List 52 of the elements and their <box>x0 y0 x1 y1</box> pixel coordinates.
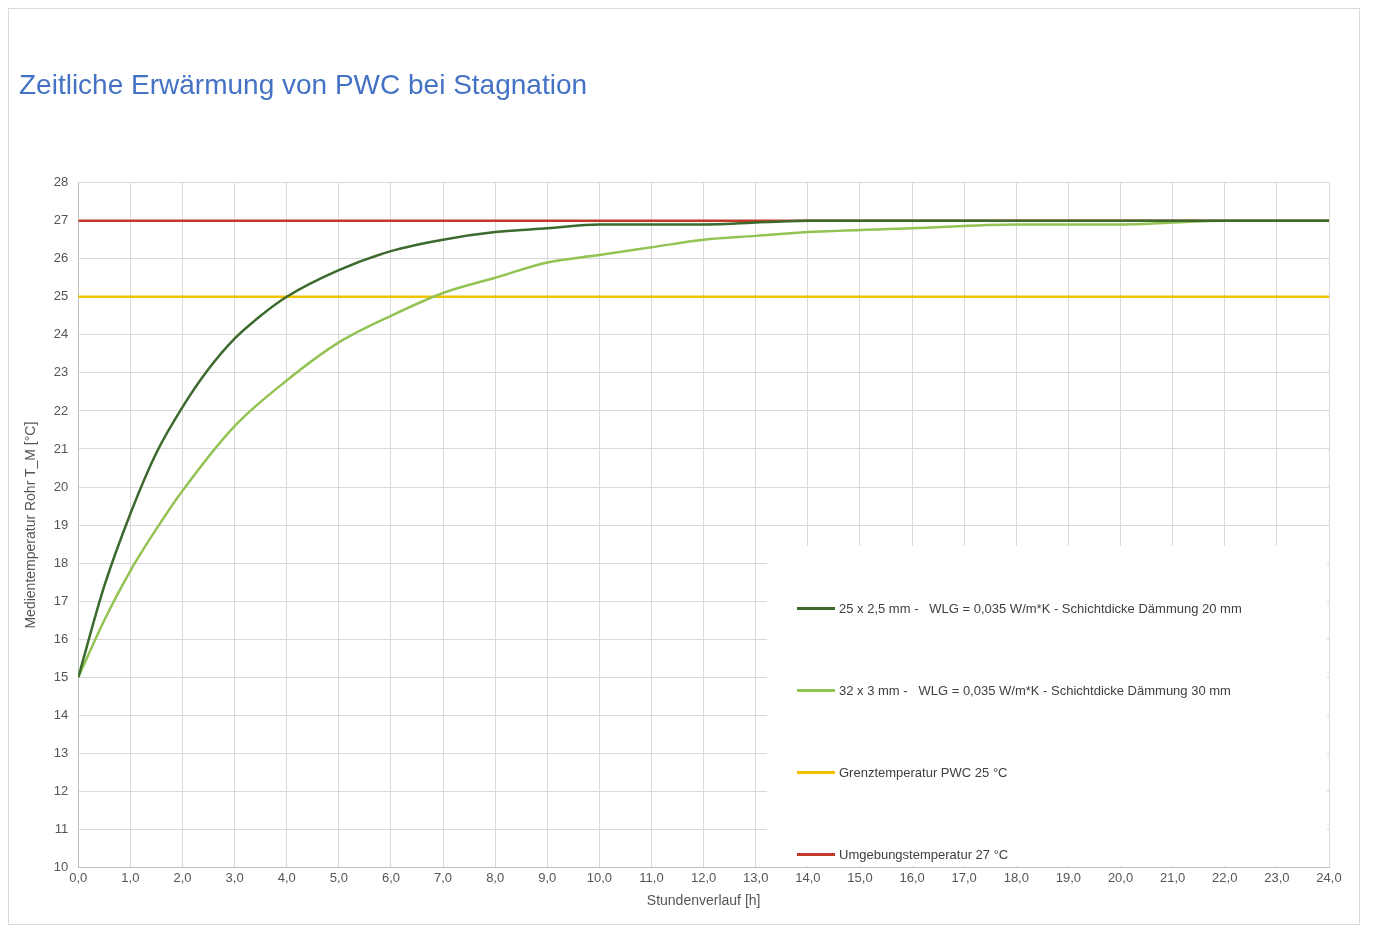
x-tick-label: 1,0 <box>121 869 140 885</box>
x-tick-label: 17,0 <box>951 869 977 885</box>
y-tick-label: 20 <box>53 478 69 494</box>
x-tick-label: 3,0 <box>225 869 244 885</box>
y-tick-label: 12 <box>53 783 69 799</box>
x-tick-label: 19,0 <box>1055 869 1082 885</box>
y-tick-label: 27 <box>53 212 69 228</box>
x-tick-label: 5,0 <box>329 869 348 885</box>
x-tick-label: 9,0 <box>538 869 557 885</box>
x-axis-title: Stundenverlauf [h] <box>646 892 761 909</box>
y-tick-label: 16 <box>53 630 69 646</box>
x-tick-label: 22,0 <box>1212 869 1238 885</box>
x-tick-label: 20,0 <box>1107 869 1134 885</box>
y-tick-label: 13 <box>53 745 69 761</box>
x-tick-label: 10,0 <box>586 869 613 885</box>
y-tick-label: 17 <box>53 592 69 608</box>
x-tick-label: 23,0 <box>1264 869 1290 885</box>
x-tick-label: 12,0 <box>690 869 717 885</box>
y-tick-label: 19 <box>53 516 69 532</box>
x-tick-label: 2,0 <box>173 869 192 885</box>
x-tick-label: 16,0 <box>899 869 925 885</box>
x-tick-label: 13,0 <box>743 869 769 885</box>
legend-label: Umgebungstemperatur 27 °C <box>839 847 1009 863</box>
y-tick-label: 25 <box>53 288 69 304</box>
y-tick-label: 24 <box>53 326 69 342</box>
y-tick-label: 26 <box>53 250 69 266</box>
y-tick-label: 21 <box>53 440 69 456</box>
x-tick-label: 4,0 <box>277 869 296 885</box>
y-tick-label: 10 <box>53 859 69 875</box>
legend-label: 32 x 3 mm - WLG = 0,035 W/m*K - Schichtdicke Dämmung 30 mm <box>839 683 1231 699</box>
x-tick-label: 18,0 <box>1003 869 1029 885</box>
x-tick-label: 7,0 <box>434 869 453 885</box>
x-tick-label: 21,0 <box>1160 869 1186 885</box>
y-tick-label: 18 <box>53 554 69 570</box>
x-tick-label: 8,0 <box>486 869 505 885</box>
line-series <box>78 219 1329 679</box>
y-axis-title: Medientemperatur Rohr T_M [°C] <box>22 421 39 629</box>
legend-label: Grenztemperatur PWC 25 °C <box>839 765 1008 781</box>
legend-label: 25 x 2,5 mm - WLG = 0,035 W/m*K - Schichtdicke Dämmung 20 mm <box>839 601 1242 617</box>
x-tick-label: 14,0 <box>795 869 821 885</box>
chart-title: Zeitliche Erwärmung von PWC bei Stagnation <box>19 68 588 100</box>
y-tick-label: 15 <box>53 668 69 684</box>
x-tick-label: 15,0 <box>847 869 873 885</box>
x-tick-label: 24,0 <box>1316 869 1342 885</box>
x-tick-label: 0,0 <box>69 869 88 885</box>
y-tick-label: 14 <box>53 706 69 722</box>
y-tick-label: 22 <box>53 402 69 418</box>
y-tick-label: 28 <box>53 174 69 190</box>
x-tick-label: 11,0 <box>639 869 664 885</box>
y-tick-label: 11 <box>54 821 69 837</box>
x-tick-label: 6,0 <box>381 869 400 885</box>
y-tick-label: 23 <box>53 364 69 380</box>
